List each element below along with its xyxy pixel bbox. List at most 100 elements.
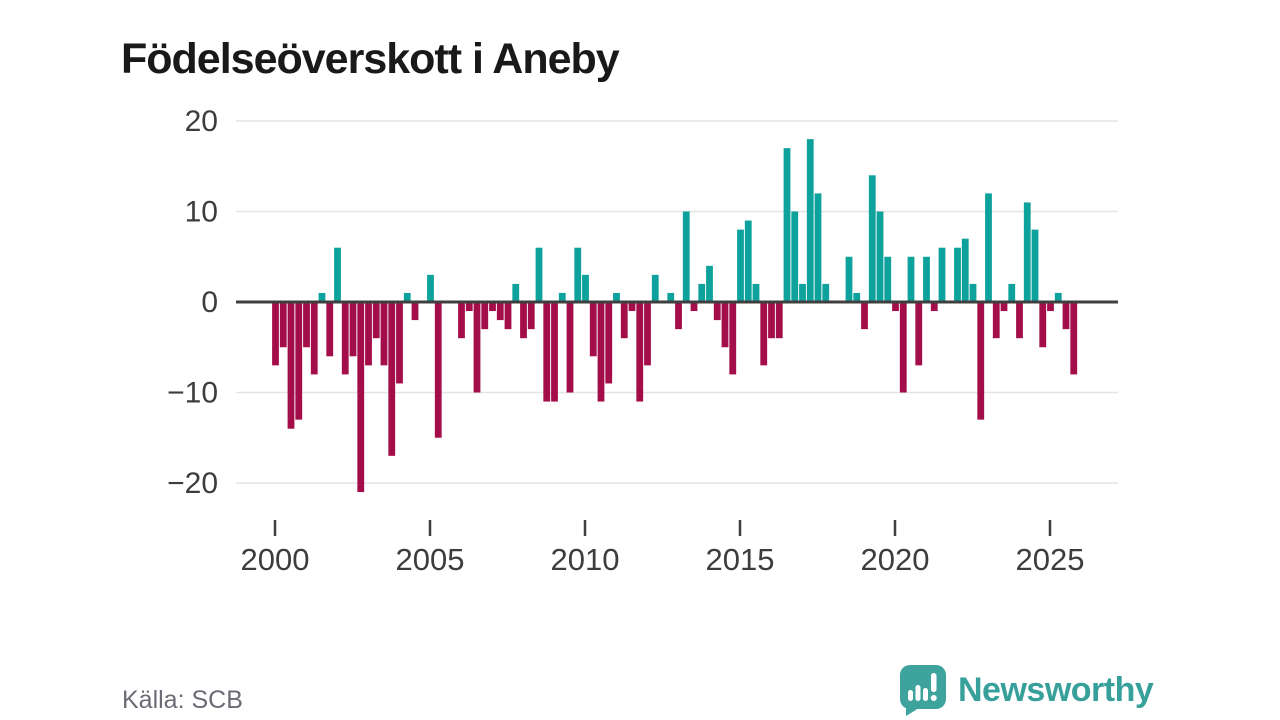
y-tick-label: 20 — [185, 105, 218, 138]
x-tick-label: 2020 — [861, 542, 930, 577]
bar-negative — [411, 302, 419, 321]
bar-positive — [698, 283, 706, 302]
bar-positive — [558, 292, 566, 302]
bar-negative — [977, 302, 985, 420]
bar-negative — [272, 302, 279, 366]
bar-positive — [427, 274, 434, 302]
bar-negative — [620, 302, 628, 339]
y-tick-label: 0 — [201, 286, 218, 319]
bar-negative — [473, 302, 481, 393]
bar-negative — [589, 302, 597, 357]
bar-positive — [822, 283, 830, 302]
x-tick-label: 2010 — [551, 542, 620, 577]
bar-positive — [853, 292, 861, 302]
bar-negative — [636, 302, 644, 402]
bar-positive — [582, 274, 589, 302]
bar-negative — [504, 302, 512, 330]
bar-positive — [706, 265, 713, 302]
bar-negative — [899, 302, 907, 393]
bar-negative — [690, 302, 698, 312]
bar-positive — [752, 283, 760, 302]
bar-negative — [527, 302, 535, 330]
bar-negative — [496, 302, 504, 321]
bar-negative — [489, 302, 496, 312]
x-tick-label: 2015 — [706, 542, 775, 577]
bar-negative — [1047, 302, 1054, 312]
bar-positive — [334, 247, 341, 302]
bar-negative — [861, 302, 868, 330]
bar-negative — [279, 302, 287, 348]
bar-positive — [512, 283, 520, 302]
bar-positive — [954, 247, 961, 302]
bar-negative — [1070, 302, 1078, 375]
bar-positive — [884, 256, 892, 302]
bar-positive — [845, 256, 853, 302]
bar-negative — [597, 302, 605, 402]
bar-positive — [799, 283, 806, 302]
bar-positive — [613, 292, 620, 302]
bar-negative — [721, 302, 729, 348]
bar-positive — [783, 148, 791, 302]
bar-negative — [628, 302, 636, 312]
bar-negative — [760, 302, 768, 366]
bar-negative — [1039, 302, 1047, 348]
bar-positive — [574, 247, 582, 302]
bar-positive — [737, 229, 744, 302]
bar-negative — [775, 302, 783, 339]
bar-negative — [465, 302, 473, 312]
bar-negative — [458, 302, 465, 339]
bar-negative — [372, 302, 380, 339]
y-tick-label: −20 — [167, 467, 218, 500]
bars-group — [272, 139, 1078, 493]
bar-negative — [295, 302, 303, 420]
y-axis-labels: 20 10 0 −10 −20 — [167, 105, 218, 500]
bar-positive — [318, 292, 326, 302]
bar-negative — [551, 302, 558, 402]
bar-negative — [930, 302, 938, 312]
bar-positive — [535, 247, 543, 302]
bar-negative — [675, 302, 682, 330]
bar-negative — [388, 302, 396, 456]
bar-negative — [481, 302, 489, 330]
bar-negative — [605, 302, 613, 384]
bar-negative — [287, 302, 295, 429]
bar-negative — [729, 302, 737, 375]
bar-positive — [938, 247, 946, 302]
gridlines — [236, 120, 1118, 484]
bar-negative — [892, 302, 899, 312]
bar-negative — [713, 302, 721, 321]
newsworthy-bubble-barchart-icon — [900, 665, 946, 716]
bar-positive — [969, 283, 977, 302]
bar-negative — [1062, 302, 1070, 330]
bar-positive — [806, 139, 814, 302]
bar-negative — [357, 302, 365, 493]
x-tick-label: 2005 — [396, 542, 465, 577]
bar-negative — [915, 302, 923, 366]
bar-negative — [380, 302, 388, 366]
bar-negative — [520, 302, 527, 339]
logo-wordmark: Newsworthy — [958, 670, 1154, 709]
bar-positive — [961, 238, 969, 302]
bar-positive — [868, 175, 876, 302]
newsworthy-logo: Newsworthy — [898, 664, 1154, 716]
bar-negative — [310, 302, 318, 375]
bar-positive — [907, 256, 915, 302]
bar-negative — [644, 302, 651, 366]
bar-negative — [396, 302, 403, 384]
bar-negative — [992, 302, 1000, 339]
bar-positive — [1008, 283, 1016, 302]
bar-positive — [923, 256, 930, 302]
x-axis-labels: 2000 2005 2010 2015 2020 2025 — [241, 520, 1084, 577]
bar-negative — [566, 302, 574, 393]
bar-negative — [349, 302, 357, 357]
x-tick-label: 2000 — [241, 542, 310, 577]
source-label: Källa: SCB — [122, 686, 243, 714]
y-tick-label: 10 — [185, 196, 218, 229]
bar-positive — [791, 211, 799, 302]
bar-negative — [326, 302, 334, 357]
bar-positive — [1054, 292, 1062, 302]
page-title: Födelseöverskott i Aneby — [121, 34, 620, 83]
bar-negative — [303, 302, 310, 348]
bar-negative — [434, 302, 442, 438]
